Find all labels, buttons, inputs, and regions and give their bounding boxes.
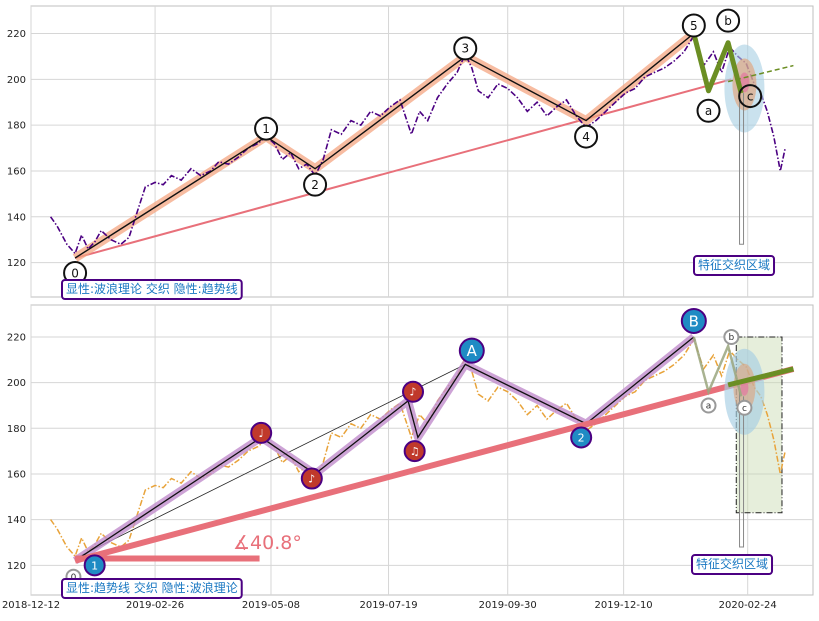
wave-point-a-marker: [696, 98, 721, 123]
x-tick-label: 2019-05-08: [242, 600, 300, 611]
panel-annotation: 显性:波浪理论 交织 隐性:趋势线: [66, 281, 238, 296]
wave-point-5-label: 5: [690, 19, 698, 33]
small-label-a-label: a: [706, 402, 712, 412]
small-label-0-label: 0: [71, 573, 77, 583]
zone-label: 特征交织区域: [696, 556, 768, 571]
pivot-marker-0-label: 1: [91, 559, 98, 572]
x-tick-label: 2019-07-19: [359, 600, 417, 611]
small-label-b-label: b: [729, 333, 735, 343]
small-label-a-marker: [700, 397, 717, 414]
zone-tail: [739, 88, 745, 245]
pivot-marker-2-marker: [300, 467, 323, 490]
trend-extension: [727, 366, 795, 388]
x-axis: 2018-12-12 2019-02-26 2019-05-08 2019-07-19…: [2, 600, 777, 611]
pivot-marker-7-marker: [680, 307, 707, 334]
pivot-marker-7-label: B: [689, 312, 699, 330]
wave-line: [74, 336, 695, 562]
angle-label: ∡40.8°: [233, 532, 302, 554]
y-tick-label: 220: [7, 332, 26, 343]
y-tick-label: 160: [7, 469, 26, 480]
pivot-marker-5-label: A: [467, 342, 478, 360]
wave-point-4-label: 4: [582, 130, 590, 144]
wave-point-a-label: a: [705, 104, 712, 118]
y-tick-label: 180: [7, 424, 26, 435]
pivot-marker-2-label: ♪: [308, 473, 315, 486]
pivot-marker-0-marker: [83, 554, 106, 577]
x-tick-label: 2019-02-26: [126, 600, 184, 611]
wave-point-3-marker: [453, 36, 478, 61]
panel-bottom: 120 140 160 180 200 220 ∡40.8° 0 a b c 1 ♩ ♪ ♪ ♫ A 2 B 显性:趋…: [7, 304, 814, 599]
pivot-marker-1-marker: [250, 421, 273, 444]
pivot-marker-6-label: 2: [578, 431, 585, 444]
zone-label-box: [693, 255, 776, 276]
pivot-marker-4-marker: [403, 440, 426, 463]
wave-point-b-label: b: [724, 14, 732, 28]
x-tick-label: 2020-02-24: [719, 600, 777, 611]
panel-annotation: 显性:趋势线 交织 隐性:波浪理论: [66, 580, 238, 595]
wave-line: [74, 32, 695, 259]
zone-tail: [739, 391, 745, 548]
y-tick-label: 140: [7, 515, 26, 526]
wave-point-1-marker: [254, 116, 279, 141]
channel-line: [74, 364, 466, 559]
pivot-marker-3-label: ♪: [410, 386, 417, 399]
pivot-marker-6-marker: [570, 426, 593, 449]
small-label-c-label: c: [742, 404, 747, 414]
y-tick-label: 200: [7, 378, 26, 389]
x-tick-label: 2018-12-12: [2, 600, 60, 611]
panel-top: 120 140 160 180 200 220 0 1 2 3 4 5 a b c 显性:波浪理论 交织 隐性…: [7, 5, 814, 300]
wave-point-0-label: 0: [71, 266, 79, 280]
price-series: [49, 33, 786, 256]
wave-point-b-marker: [716, 8, 741, 33]
y-tick-label: 220: [7, 29, 26, 40]
y-tick-label: 180: [7, 121, 26, 132]
wave-point-c-label: c: [747, 89, 754, 103]
wave-point-3-label: 3: [461, 42, 469, 56]
y-tick-label: 200: [7, 75, 26, 86]
trendline: [74, 366, 795, 564]
pivot-marker-1-label: ♩: [259, 427, 264, 440]
wave-point-c-marker: [738, 84, 763, 109]
panel-annotation-box: [61, 279, 243, 300]
small-label-c-marker: [736, 399, 753, 416]
price-series: [49, 337, 786, 558]
x-tick-label: 2019-09-30: [479, 600, 537, 611]
y-tick-label: 120: [7, 561, 26, 572]
small-label-b-marker: [723, 328, 740, 345]
correction-path: [692, 336, 743, 397]
wave-point-5-marker: [681, 13, 706, 38]
pivot-marker-4-label: ♫: [410, 445, 420, 458]
y-tick-label: 120: [7, 258, 26, 269]
wave-point-2-label: 2: [311, 178, 319, 192]
wave-point-1-label: 1: [262, 122, 270, 136]
pivot-marker-3-marker: [402, 380, 425, 403]
pivot-marker-5-marker: [458, 337, 485, 364]
y-tick-label: 160: [7, 166, 26, 177]
y-tick-label: 140: [7, 212, 26, 223]
x-tick-label: 2019-12-10: [595, 600, 653, 611]
trendline: [74, 78, 732, 260]
zone-label: 特征交织区域: [698, 257, 770, 272]
panel-annotation-box: [61, 578, 243, 599]
zone-label-box: [691, 554, 774, 575]
plot-frame: [30, 5, 814, 298]
wave-point-2-marker: [303, 172, 328, 197]
wave-point-4-marker: [574, 124, 599, 149]
correction-path: [691, 32, 744, 94]
